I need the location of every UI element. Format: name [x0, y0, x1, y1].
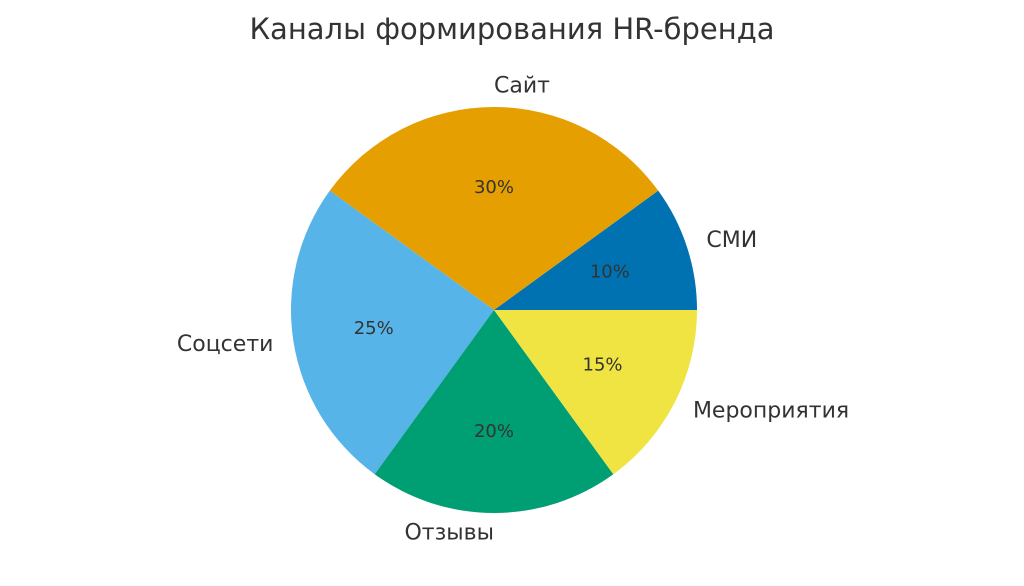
pct-label-соцсети: 25% — [354, 318, 394, 339]
pct-label-сайт: 30% — [474, 177, 514, 198]
slices-layer — [291, 107, 697, 513]
slice-label-сми: СМИ — [706, 228, 757, 253]
pie-slice-отзывы — [374, 310, 614, 513]
pie-slice-мероприятия — [494, 310, 697, 475]
pct-label-отзывы: 20% — [474, 421, 514, 442]
pie-slice-сайт — [329, 107, 659, 311]
slice-label-отзывы: Отзывы — [404, 520, 494, 545]
slice-label-сайт: Сайт — [494, 74, 550, 99]
chart-title: Каналы формирования HR-бренда — [249, 12, 775, 46]
pct-label-мероприятия: 15% — [583, 354, 623, 375]
pct-label-сми: 10% — [590, 261, 630, 282]
pie-slice-сми — [494, 190, 697, 310]
slice-label-соцсети: Соцсети — [177, 332, 274, 357]
slice-label-мероприятия: Мероприятия — [693, 398, 849, 423]
pie-slice-соцсети — [291, 190, 494, 475]
labels-layer: СМИ 10% Сайт 30% Соцсети 25% Отзывы 20% Мероприя… — [177, 74, 849, 546]
